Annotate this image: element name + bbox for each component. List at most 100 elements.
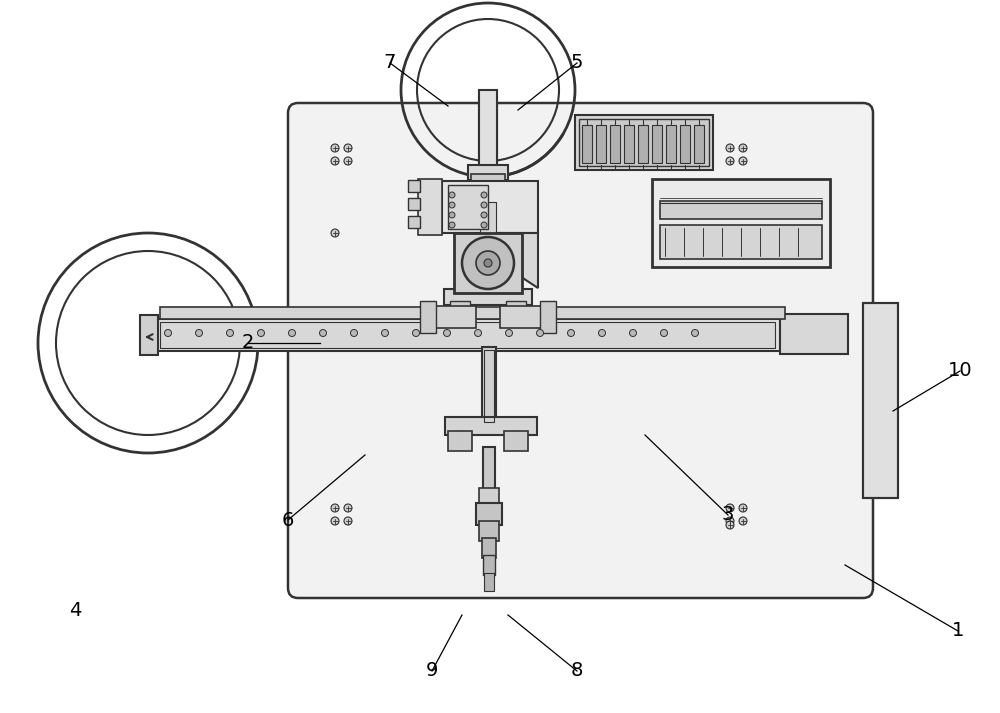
Circle shape xyxy=(486,521,494,529)
Bar xyxy=(476,199,500,283)
Circle shape xyxy=(692,329,698,337)
Bar xyxy=(582,125,592,163)
Bar xyxy=(482,347,496,425)
Text: 7: 7 xyxy=(384,53,396,73)
Bar xyxy=(479,488,499,506)
Circle shape xyxy=(726,521,734,529)
Circle shape xyxy=(726,517,734,525)
Bar xyxy=(504,431,528,451)
Circle shape xyxy=(660,329,668,337)
Text: 2: 2 xyxy=(242,334,254,352)
Bar xyxy=(484,573,494,591)
Circle shape xyxy=(462,237,514,289)
Circle shape xyxy=(739,517,747,525)
Bar xyxy=(155,319,780,351)
Circle shape xyxy=(475,329,482,337)
Circle shape xyxy=(258,329,264,337)
Circle shape xyxy=(351,329,358,337)
Bar xyxy=(575,115,713,170)
Bar xyxy=(448,431,472,451)
Bar xyxy=(652,179,830,267)
Text: 6: 6 xyxy=(282,511,294,530)
Circle shape xyxy=(331,517,339,525)
Circle shape xyxy=(739,504,747,512)
Bar xyxy=(660,225,822,259)
Bar xyxy=(418,179,442,235)
Bar xyxy=(476,503,502,525)
Bar xyxy=(160,307,785,319)
Bar xyxy=(500,306,544,328)
Bar xyxy=(479,90,497,177)
Text: 4: 4 xyxy=(69,602,81,620)
Text: 3: 3 xyxy=(722,506,734,525)
Circle shape xyxy=(449,222,455,228)
Bar xyxy=(506,301,526,311)
Circle shape xyxy=(726,144,734,152)
Circle shape xyxy=(344,157,352,165)
Circle shape xyxy=(739,144,747,152)
Bar xyxy=(482,538,496,558)
Text: 10: 10 xyxy=(948,361,972,381)
Bar xyxy=(638,125,648,163)
Bar xyxy=(483,555,495,575)
Circle shape xyxy=(476,251,500,275)
Bar xyxy=(444,289,532,305)
Circle shape xyxy=(344,144,352,152)
Bar xyxy=(610,125,620,163)
Circle shape xyxy=(630,329,637,337)
Bar xyxy=(432,306,476,328)
Circle shape xyxy=(568,329,574,337)
Circle shape xyxy=(331,339,339,347)
Polygon shape xyxy=(454,233,538,288)
Circle shape xyxy=(481,192,487,198)
Bar xyxy=(454,233,522,293)
Bar xyxy=(140,315,158,355)
Circle shape xyxy=(481,202,487,208)
Bar xyxy=(408,180,420,192)
Bar xyxy=(450,301,470,311)
Circle shape xyxy=(331,157,339,165)
Bar xyxy=(448,185,488,229)
Circle shape xyxy=(449,192,455,198)
Bar xyxy=(483,447,495,493)
Circle shape xyxy=(382,329,388,337)
Bar xyxy=(540,301,556,333)
Text: 1: 1 xyxy=(952,622,964,640)
Text: 9: 9 xyxy=(426,662,438,680)
Circle shape xyxy=(598,329,606,337)
Circle shape xyxy=(413,329,420,337)
Circle shape xyxy=(331,504,339,512)
Circle shape xyxy=(444,329,450,337)
Circle shape xyxy=(536,329,544,337)
Bar xyxy=(863,303,898,498)
Bar xyxy=(420,301,436,333)
Circle shape xyxy=(739,229,747,237)
Circle shape xyxy=(739,339,747,347)
Bar xyxy=(596,125,606,163)
Text: 8: 8 xyxy=(571,662,583,680)
Circle shape xyxy=(449,202,455,208)
Bar xyxy=(476,182,498,200)
Circle shape xyxy=(344,517,352,525)
Bar xyxy=(479,185,495,197)
Circle shape xyxy=(320,329,326,337)
FancyBboxPatch shape xyxy=(288,103,873,598)
Bar xyxy=(471,174,505,186)
Bar xyxy=(652,125,662,163)
Bar xyxy=(468,165,508,180)
Bar xyxy=(484,350,494,422)
Circle shape xyxy=(726,157,734,165)
Circle shape xyxy=(344,504,352,512)
Bar xyxy=(408,198,420,210)
Circle shape xyxy=(331,229,339,237)
Circle shape xyxy=(481,222,487,228)
Bar xyxy=(666,125,676,163)
Circle shape xyxy=(331,144,339,152)
Bar xyxy=(442,181,538,233)
Circle shape xyxy=(484,259,492,267)
Bar xyxy=(680,125,690,163)
Bar xyxy=(660,201,822,219)
Text: 5: 5 xyxy=(571,53,583,73)
Circle shape xyxy=(506,329,512,337)
Circle shape xyxy=(481,212,487,218)
